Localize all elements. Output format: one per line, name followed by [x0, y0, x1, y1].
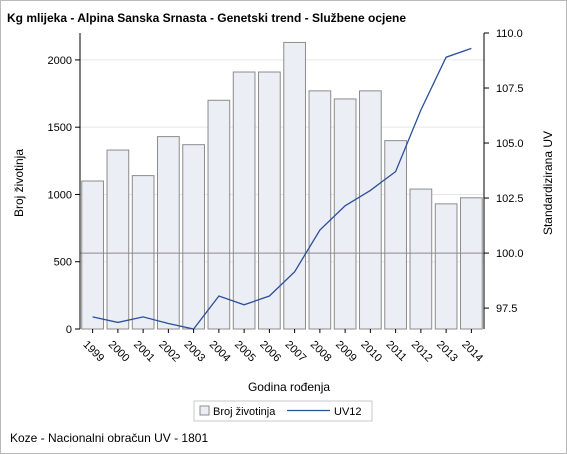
axes: [75, 32, 489, 333]
x-tick-label-2010: 2010: [358, 339, 384, 365]
x-axis-label: Godina rođenja: [248, 380, 330, 394]
bar-2010: [359, 90, 382, 330]
chart-title: Kg mlijeka - Alpina Sanska Srnasta - Gen…: [7, 11, 406, 25]
y-right-tick-label-0: 97.5: [496, 303, 517, 315]
x-tick-label-2003: 2003: [182, 339, 208, 365]
bar-2011: [384, 140, 407, 330]
bar-2002: [157, 136, 180, 330]
x-tick-label-2009: 2009: [333, 339, 359, 365]
y-right-tick-label-3: 105.0: [496, 138, 524, 150]
y-right-tick-label-5: 110.0: [496, 28, 523, 40]
y-left-tick-label-0: 0: [66, 324, 72, 336]
bars: [81, 41, 483, 330]
x-tick-labels: 1999 2000 2001 2002 2003 2004 2005 2006 2007 2008…: [81, 339, 486, 365]
y-left-tick-label-3: 1500: [48, 122, 72, 134]
bar-2001: [131, 175, 155, 330]
y-right-tick-label-4: 107.5: [496, 83, 524, 95]
y-right-axis-label: Standardizirana UV: [541, 131, 555, 235]
bar-2013: [434, 203, 458, 330]
legend-bar-label: Broj životinja: [213, 406, 276, 418]
x-tick-label-1999: 1999: [81, 339, 107, 365]
y-right-tick-label-1: 100.0: [496, 248, 524, 260]
uv12-polyline: [92, 47, 472, 330]
legend-bar-swatch: [199, 405, 210, 416]
x-tick-label-2007: 2007: [283, 339, 309, 365]
x-tick-label-2011: 2011: [384, 339, 409, 364]
y-right-tick-labels: 97.5 100.0 102.5 105.0 107.5 110.0: [496, 28, 524, 315]
y-left-tick-label-1: 500: [54, 257, 72, 269]
x-tick-label-2012: 2012: [409, 339, 435, 365]
footnote: Koze - Nacionalni obračun UV - 1801: [10, 431, 208, 445]
bar-2008: [308, 90, 332, 330]
bar-2006: [258, 71, 281, 330]
x-tick-label-2008: 2008: [308, 339, 334, 365]
legend-line-label: UV12: [334, 406, 362, 418]
bar-2012: [409, 188, 433, 330]
x-tick-label-2002: 2002: [156, 339, 182, 365]
bar-2004: [207, 99, 231, 330]
bar-2000: [106, 149, 130, 330]
uv12-line: [92, 47, 472, 330]
bar-1999: [81, 180, 104, 330]
x-tick-label-2006: 2006: [257, 339, 283, 365]
y-left-tick-label-4: 2000: [48, 55, 72, 67]
x-tick-label-2013: 2013: [434, 339, 460, 365]
y-right-tick-label-2: 102.5: [496, 193, 524, 205]
y-left-tick-label-2: 1000: [48, 189, 72, 201]
y-left-axis-label: Broj životinja: [12, 149, 26, 217]
y-left-tick-labels: 0 500 1000 1500 2000: [48, 55, 72, 336]
legend-box: [193, 400, 373, 422]
bar-2005: [232, 71, 256, 330]
x-tick-label-2005: 2005: [232, 339, 258, 365]
bar-2003: [182, 144, 205, 330]
x-tick-label-2001: 2001: [131, 339, 157, 365]
bar-2014: [460, 197, 483, 330]
legend: Broj životinja UV12: [193, 400, 373, 422]
bar-2007: [283, 41, 306, 330]
x-tick-label-2000: 2000: [106, 339, 132, 365]
x-tick-label-2004: 2004: [207, 339, 233, 365]
x-tick-label-2014: 2014: [459, 339, 485, 365]
